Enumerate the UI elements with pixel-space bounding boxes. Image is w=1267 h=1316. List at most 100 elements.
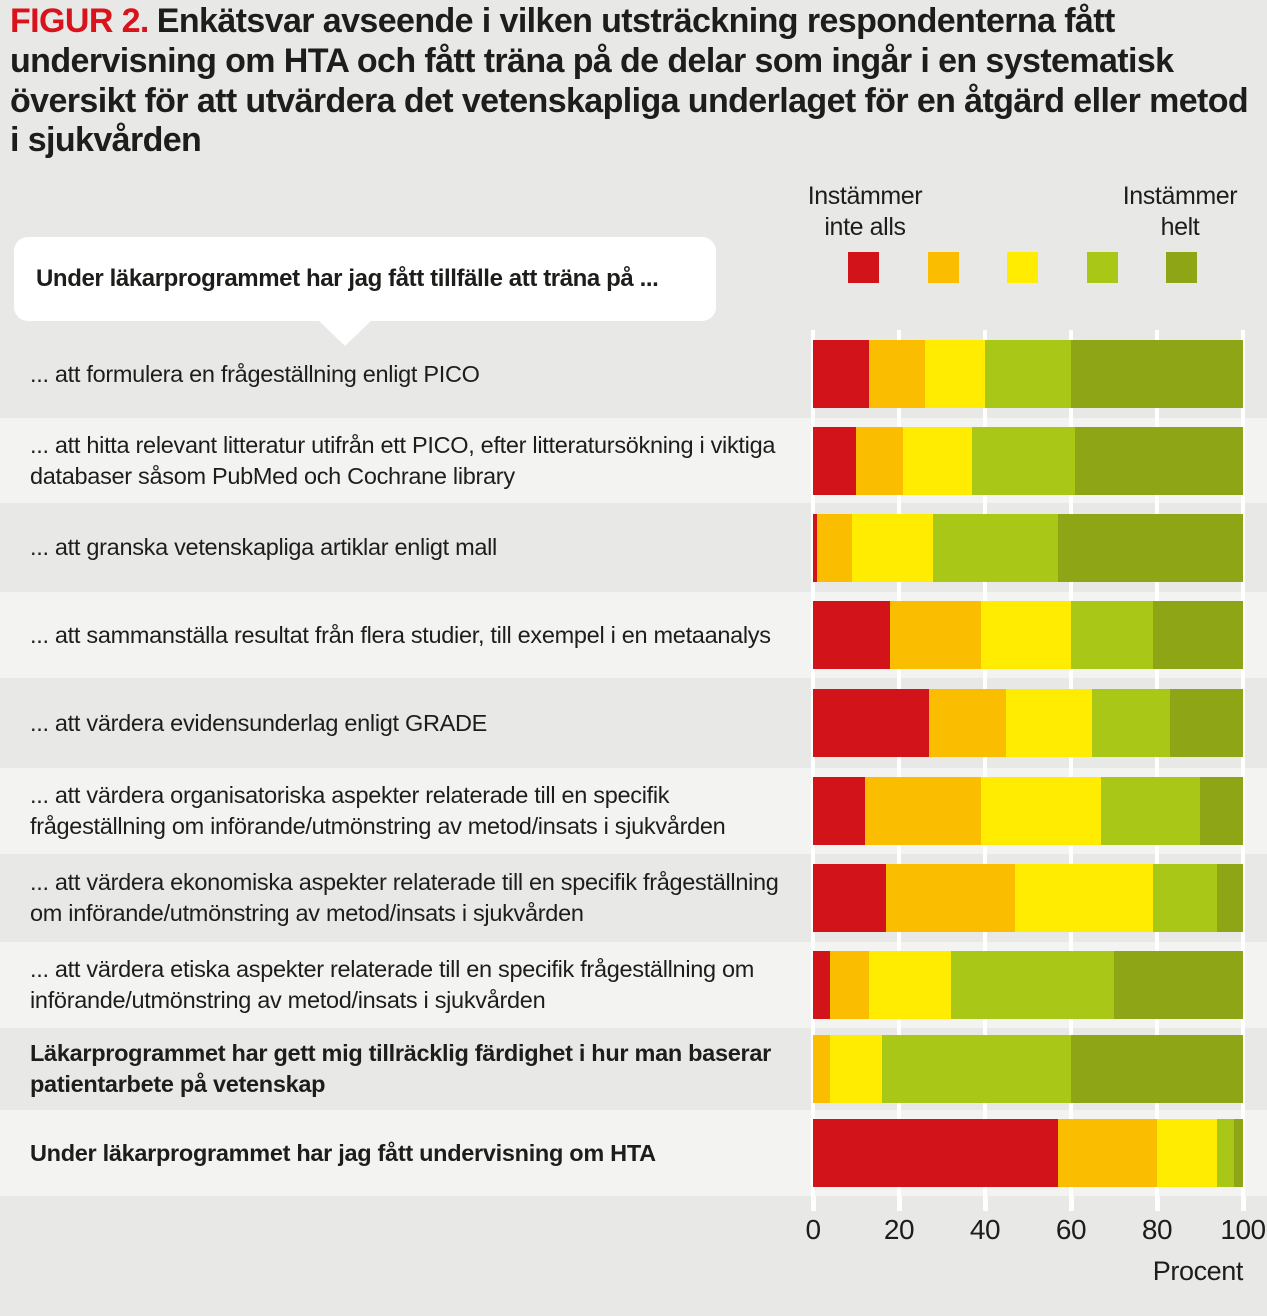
row-label: ... att värdera etiska aspekter relatera… — [30, 956, 755, 1013]
axis-tick — [1241, 1196, 1246, 1211]
row-label: ... att sammanställa resultat från flera… — [30, 621, 771, 648]
bar-segment-3 — [903, 427, 973, 495]
chart-row: ... att värdera ekonomiska aspekter rela… — [0, 854, 1267, 942]
chart-row: ... att hitta relevant litteratur utifrå… — [0, 418, 1267, 503]
axis-tick — [983, 1196, 988, 1211]
axis-tick-label: 80 — [1141, 1214, 1173, 1245]
gridline — [1241, 330, 1245, 1196]
bar-segment-4 — [881, 1035, 1071, 1103]
bar-segment-1 — [813, 427, 856, 495]
gridline — [1069, 330, 1073, 1196]
bar-segment-5 — [1058, 514, 1243, 582]
row-label: ... att värdera ekonomiska aspekter rela… — [30, 869, 779, 926]
bar-segment-5 — [1234, 1119, 1243, 1187]
axis-tick-label: 40 — [969, 1214, 1001, 1245]
bar-segment-1 — [813, 601, 891, 669]
axis-tick-label: 100 — [1220, 1214, 1266, 1245]
gridline — [983, 330, 987, 1196]
axis-tick — [897, 1196, 902, 1211]
legend-swatch-3 — [1007, 252, 1038, 283]
bar-segment-4 — [1092, 689, 1170, 757]
axis-tick — [1155, 1196, 1160, 1211]
bar-segment-4 — [933, 514, 1059, 582]
bar-segment-2 — [864, 777, 981, 845]
axis-tick-label: 60 — [1055, 1214, 1087, 1245]
stacked-bar — [813, 951, 1243, 1019]
figure-label: FIGUR 2. — [10, 2, 149, 40]
gridline — [811, 330, 815, 1196]
gridline — [1155, 330, 1159, 1196]
stacked-bar — [813, 1119, 1243, 1187]
row-label: Läkarprogrammet har gett mig tillräcklig… — [30, 1040, 771, 1097]
bar-segment-2 — [886, 864, 1016, 932]
legend-label-min: Instämmer inte alls — [807, 182, 923, 241]
chart-row: ... att värdera etiska aspekter relatera… — [0, 942, 1267, 1028]
legend-swatch-4 — [1087, 252, 1118, 283]
axis-tick — [1069, 1196, 1074, 1211]
bar-segment-3 — [980, 777, 1102, 845]
chart-row: ... att formulera en frågeställning enli… — [0, 330, 1267, 418]
row-label: ... att hitta relevant litteratur utifrå… — [30, 431, 776, 489]
row-label: ... att värdera evidensunderlag enligt G… — [30, 709, 488, 736]
bar-segment-5 — [1199, 777, 1243, 845]
bar-segment-3 — [924, 340, 985, 408]
stacked-bar — [813, 1035, 1243, 1103]
legend-label-max: Instämmer helt — [1122, 182, 1238, 241]
bar-segment-3 — [980, 601, 1071, 669]
figure-title: FIGUR 2. Enkätsvar avseende i vilken utst… — [10, 2, 1264, 161]
row-label: ... att formulera en frågeställning enli… — [30, 360, 480, 387]
bar-segment-5 — [1169, 689, 1243, 757]
stacked-bar — [813, 689, 1243, 757]
bar-segment-1 — [813, 951, 831, 1019]
speech-bubble: Under läkarprogrammet har jag fått tillf… — [14, 237, 716, 321]
chart-area: ... att formulera en frågeställning enli… — [0, 330, 1267, 1316]
row-label: ... att värdera organisatoriska aspekter… — [30, 782, 726, 839]
bar-segment-2 — [830, 951, 869, 1019]
bar-segment-4 — [950, 951, 1114, 1019]
bar-segment-2 — [929, 689, 1007, 757]
row-label: ... att granska vetenskapliga artiklar e… — [30, 534, 497, 560]
bar-segment-3 — [851, 514, 934, 582]
bar-segment-4 — [984, 340, 1071, 408]
bar-segment-2 — [868, 340, 925, 408]
bar-segment-1 — [813, 864, 887, 932]
stacked-bar — [813, 777, 1243, 845]
bar-segment-4 — [1101, 777, 1200, 845]
stacked-bar — [813, 601, 1243, 669]
stacked-bar — [813, 427, 1243, 495]
bar-segment-3 — [1156, 1119, 1218, 1187]
axis-tick-label: 20 — [883, 1214, 915, 1245]
chart-row: ... att granska vetenskapliga artiklar e… — [0, 503, 1267, 592]
speech-bubble-tail — [317, 319, 373, 346]
legend-swatch-2 — [928, 252, 959, 283]
bar-segment-5 — [1075, 427, 1243, 495]
bar-segment-5 — [1070, 340, 1243, 408]
legend-swatch-5 — [1166, 252, 1197, 283]
bar-segment-3 — [1015, 864, 1153, 932]
chart-row: ... att sammanställa resultat från flera… — [0, 592, 1267, 678]
bar-segment-4 — [972, 427, 1076, 495]
chart-row: Läkarprogrammet har gett mig tillräcklig… — [0, 1028, 1267, 1110]
bar-segment-1 — [813, 777, 865, 845]
bar-segment-5 — [1070, 1035, 1243, 1103]
bar-segment-3 — [1006, 689, 1093, 757]
bar-segment-5 — [1217, 864, 1243, 932]
chart-row: ... att värdera evidensunderlag enligt G… — [0, 678, 1267, 768]
bar-segment-1 — [813, 340, 869, 408]
stacked-bar — [813, 514, 1243, 582]
bar-segment-4 — [1152, 864, 1218, 932]
gridline — [897, 330, 901, 1196]
bar-segment-4 — [1070, 601, 1153, 669]
bar-segment-1 — [813, 1119, 1059, 1187]
bar-segment-2 — [813, 1035, 831, 1103]
chart-row: ... att värdera organisatoriska aspekter… — [0, 768, 1267, 854]
bar-segment-2 — [856, 427, 904, 495]
bar-segment-2 — [890, 601, 981, 669]
legend-swatch-1 — [848, 252, 879, 283]
bar-segment-2 — [817, 514, 852, 582]
axis-tick-label: 0 — [805, 1214, 821, 1245]
row-label: Under läkarprogrammet har jag fått under… — [30, 1139, 656, 1166]
bar-segment-5 — [1152, 601, 1243, 669]
axis-tick — [811, 1196, 816, 1211]
